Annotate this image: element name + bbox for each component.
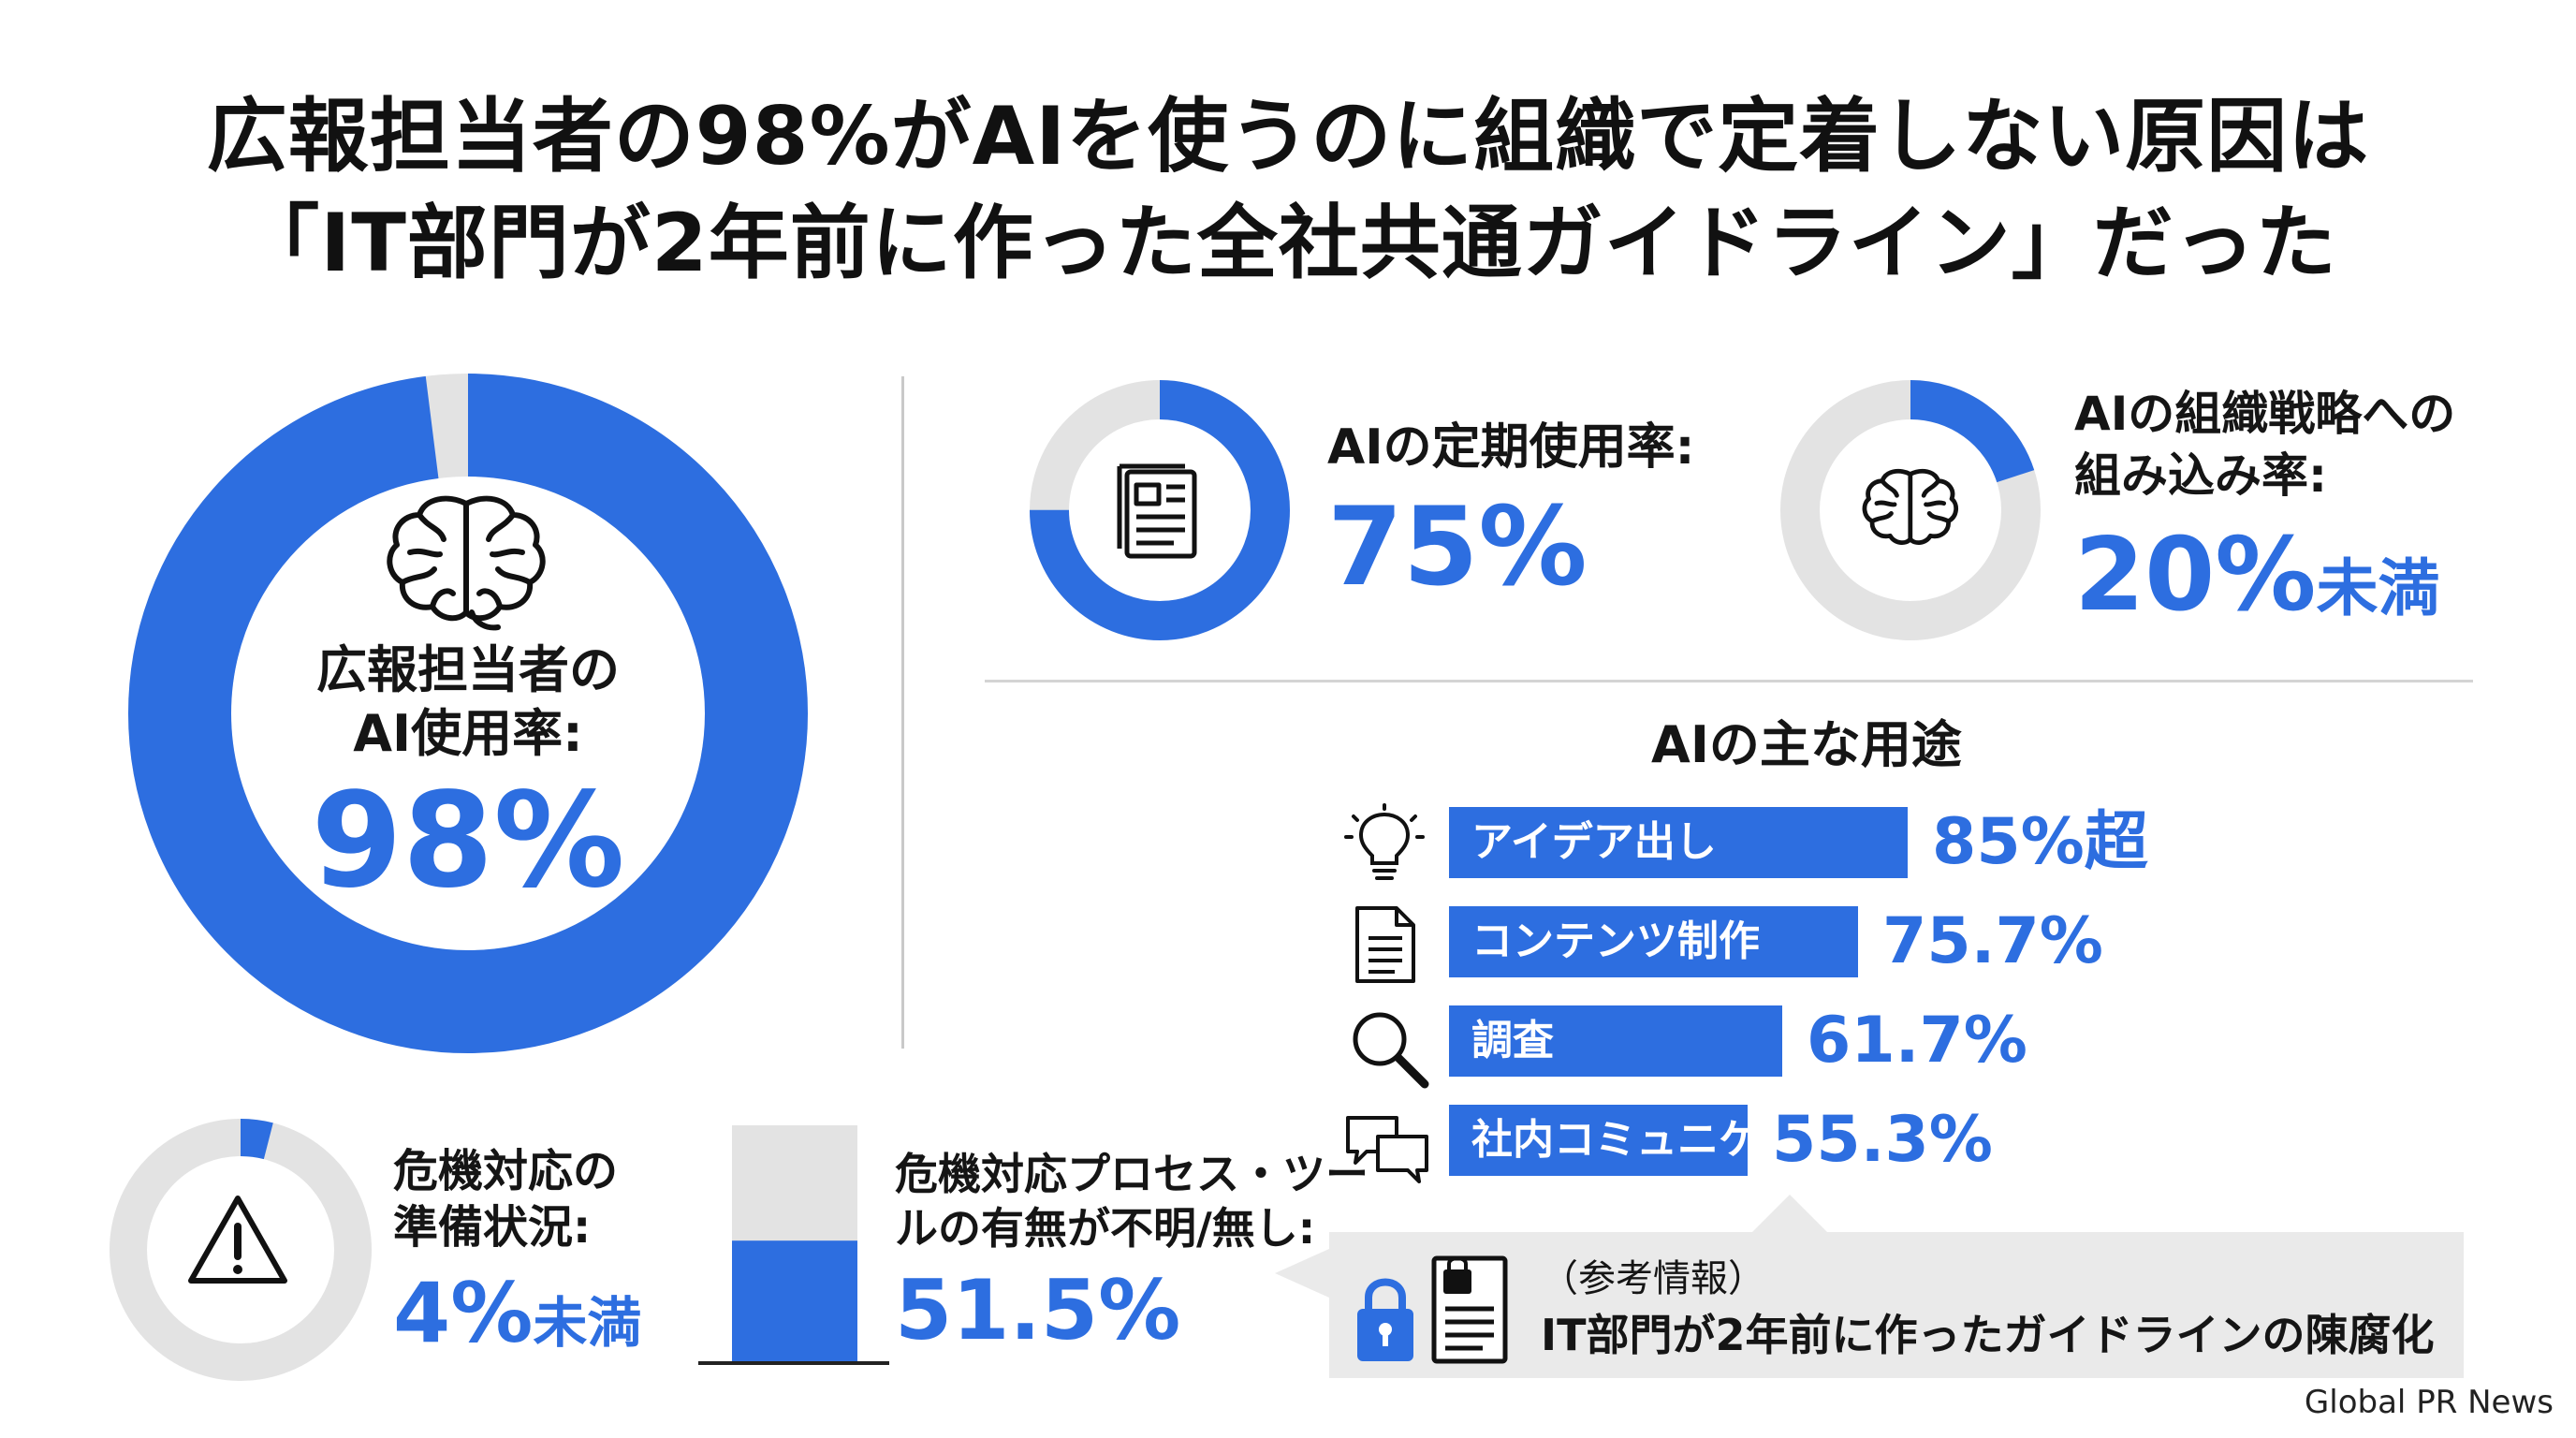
regular-use-label: AIの定期使用率: — [1327, 419, 1695, 476]
horizontal-divider — [985, 680, 2473, 682]
reference-line-1: （参考情報） — [1541, 1257, 1765, 1300]
chat-icon — [1346, 1116, 1428, 1183]
process-label-2: ルの有無が不明/無し: — [895, 1203, 1316, 1254]
reference-callout — [1329, 1232, 2464, 1378]
document-icon — [1117, 463, 1197, 559]
uses-title: AIの主な用途 — [1651, 715, 1962, 774]
process-bar-chart — [698, 1125, 889, 1365]
brain-icon — [387, 495, 546, 631]
crisis-value: 4%未満 — [393, 1262, 641, 1388]
use-bar-value-research: 61.7% — [1807, 1004, 2027, 1078]
process-label-1: 危機対応プロセス・ツー — [895, 1149, 1368, 1199]
regular-use-donut-chart — [1030, 380, 1290, 640]
use-bar-label-content: コンテンツ制作 — [1471, 917, 1760, 965]
strategy-value-suffix: 未満 — [2316, 552, 2440, 624]
strategy-brain-icon — [1862, 468, 1958, 545]
strategy-label-1: AIの組織戦略への — [2074, 387, 2456, 441]
main-donut-chart — [128, 374, 808, 1053]
process-bar-baseline — [698, 1361, 889, 1365]
main-donut-arc — [128, 374, 808, 1053]
warning-icon — [188, 1196, 287, 1284]
strategy-donut-chart — [1780, 380, 2041, 640]
use-bar-communication — [1449, 1105, 1748, 1176]
crisis-donut-chart — [110, 1119, 372, 1381]
use-bar-content — [1449, 906, 1858, 977]
regular-use-donut-arc — [1030, 380, 1290, 640]
strategy-value-number: 20% — [2074, 517, 2317, 634]
use-bar-value-idea: 85%超 — [1932, 805, 2148, 879]
use-bar-idea — [1449, 807, 1908, 878]
reference-line-2: IT部門が2年前に作ったガイドラインの陳腐化 — [1541, 1310, 2435, 1360]
use-bar-label-research: 調査 — [1471, 1017, 1554, 1064]
process-value: 51.5% — [895, 1262, 1181, 1358]
lightbulb-icon — [1344, 803, 1425, 880]
use-bar-label-idea: アイデア出し — [1471, 818, 1717, 866]
use-bar-value-communication: 55.3% — [1772, 1103, 1993, 1177]
crisis-donut-arc — [110, 1119, 372, 1381]
crisis-label-2: 準備状況: — [393, 1201, 592, 1254]
strategy-value: 20%未満 — [2074, 515, 2440, 666]
uses-document-icon — [1355, 906, 1415, 983]
use-bar-value-content: 75.7% — [1882, 904, 2103, 978]
strategy-donut-arc — [1780, 380, 2041, 640]
crisis-value-suffix: 未満 — [533, 1291, 642, 1355]
search-icon — [1353, 1012, 1429, 1089]
main-stat-label-1: 広報担当者の — [316, 640, 620, 699]
lock-document-icon — [1357, 1255, 1508, 1364]
title-line-2: 「IT部門が2年前に作った全社共通ガイドライン」だった — [239, 197, 2337, 290]
crisis-label-1: 危機対応の — [393, 1145, 619, 1197]
regular-use-value: 75% — [1327, 484, 1588, 610]
main-stat-value: 98% — [311, 765, 625, 917]
main-stat-label-2: AI使用率: — [353, 704, 583, 763]
vertical-divider — [901, 376, 904, 1049]
strategy-label-2: 組み込み率: — [2074, 448, 2327, 503]
source-credit: Global PR News — [2304, 1384, 2554, 1421]
use-bar-label-communication: 社内コミュニケーション — [1471, 1116, 1925, 1164]
use-bar-research — [1449, 1005, 1782, 1077]
process-bar-fill — [732, 1240, 857, 1363]
crisis-value-number: 4% — [393, 1265, 534, 1361]
title-line-1: 広報担当者の98%がAIを使うのに組織で定着しない原因は — [206, 90, 2370, 183]
callout-pointers — [1275, 1195, 1827, 1298]
